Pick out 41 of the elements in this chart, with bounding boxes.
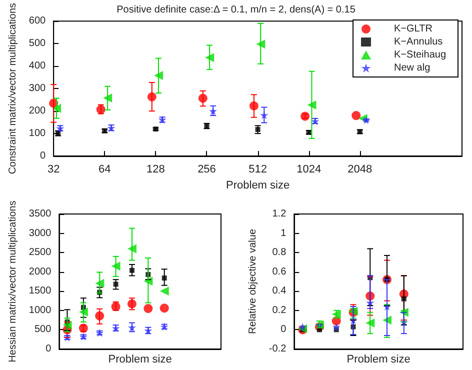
y-tick-label: 500 (28, 38, 46, 50)
legend-label: K−Steihaug (394, 50, 446, 60)
x-tick-label: 256 (198, 164, 216, 176)
y-tick-label: 2000 (28, 266, 52, 278)
y-tick-label: 500 (34, 324, 52, 336)
legend-label: New alg (394, 62, 430, 74)
y-tick-label: 300 (28, 83, 46, 94)
y-tick-label: 3000 (28, 228, 52, 239)
x-tick-label: 512 (248, 164, 267, 176)
y-tick-label: 0.6 (272, 266, 287, 278)
y-tick-label: 100 (28, 128, 46, 140)
legend-label: K−GLTR (394, 24, 432, 34)
y-axis-title: Relative objective value (248, 228, 258, 334)
y-tick-label: 0.8 (272, 247, 287, 258)
x-tick-label: 2048 (348, 164, 372, 176)
y-tick-label: 1000 (28, 304, 52, 316)
y-tick-label: 600 (28, 16, 46, 27)
y-tick-label: 0.2 (272, 304, 287, 316)
y-axis-title: Constraint matrix/vector multiplications (8, 3, 18, 174)
x-tick-label: 1024 (296, 164, 322, 176)
x-tick-label: 128 (146, 164, 165, 176)
x-axis-title: Problem size (108, 354, 172, 366)
legend-label: K−Annulus (394, 36, 443, 48)
x-tick-label: 64 (98, 164, 111, 176)
y-tick-label: 0 (46, 344, 52, 354)
y-tick-label: 1.2 (272, 208, 287, 220)
x-axis-title: Problem size (346, 354, 410, 366)
y-tick-label: 400 (28, 60, 46, 72)
y-tick-label: 3500 (28, 208, 52, 220)
x-tick-label: 32 (47, 164, 60, 176)
y-tick-label: 200 (28, 106, 46, 117)
y-axis-title: Hessian matrix/vector multiplications (8, 200, 18, 362)
y-tick-label: 2500 (28, 247, 52, 258)
y-tick-label: 1500 (28, 286, 52, 297)
y-tick-label: 0 (280, 324, 287, 336)
y-tick-label: 0.4 (272, 286, 287, 297)
y-tick-label: -0.2 (268, 344, 287, 354)
x-axis-title: Problem size (226, 179, 290, 192)
chart-title: Positive definite case:Δ = 0.1, m/n = 2, dens(A) = 0.15 (116, 4, 356, 16)
y-tick-label: 1 (280, 228, 287, 239)
y-tick-label: 0 (40, 150, 46, 162)
